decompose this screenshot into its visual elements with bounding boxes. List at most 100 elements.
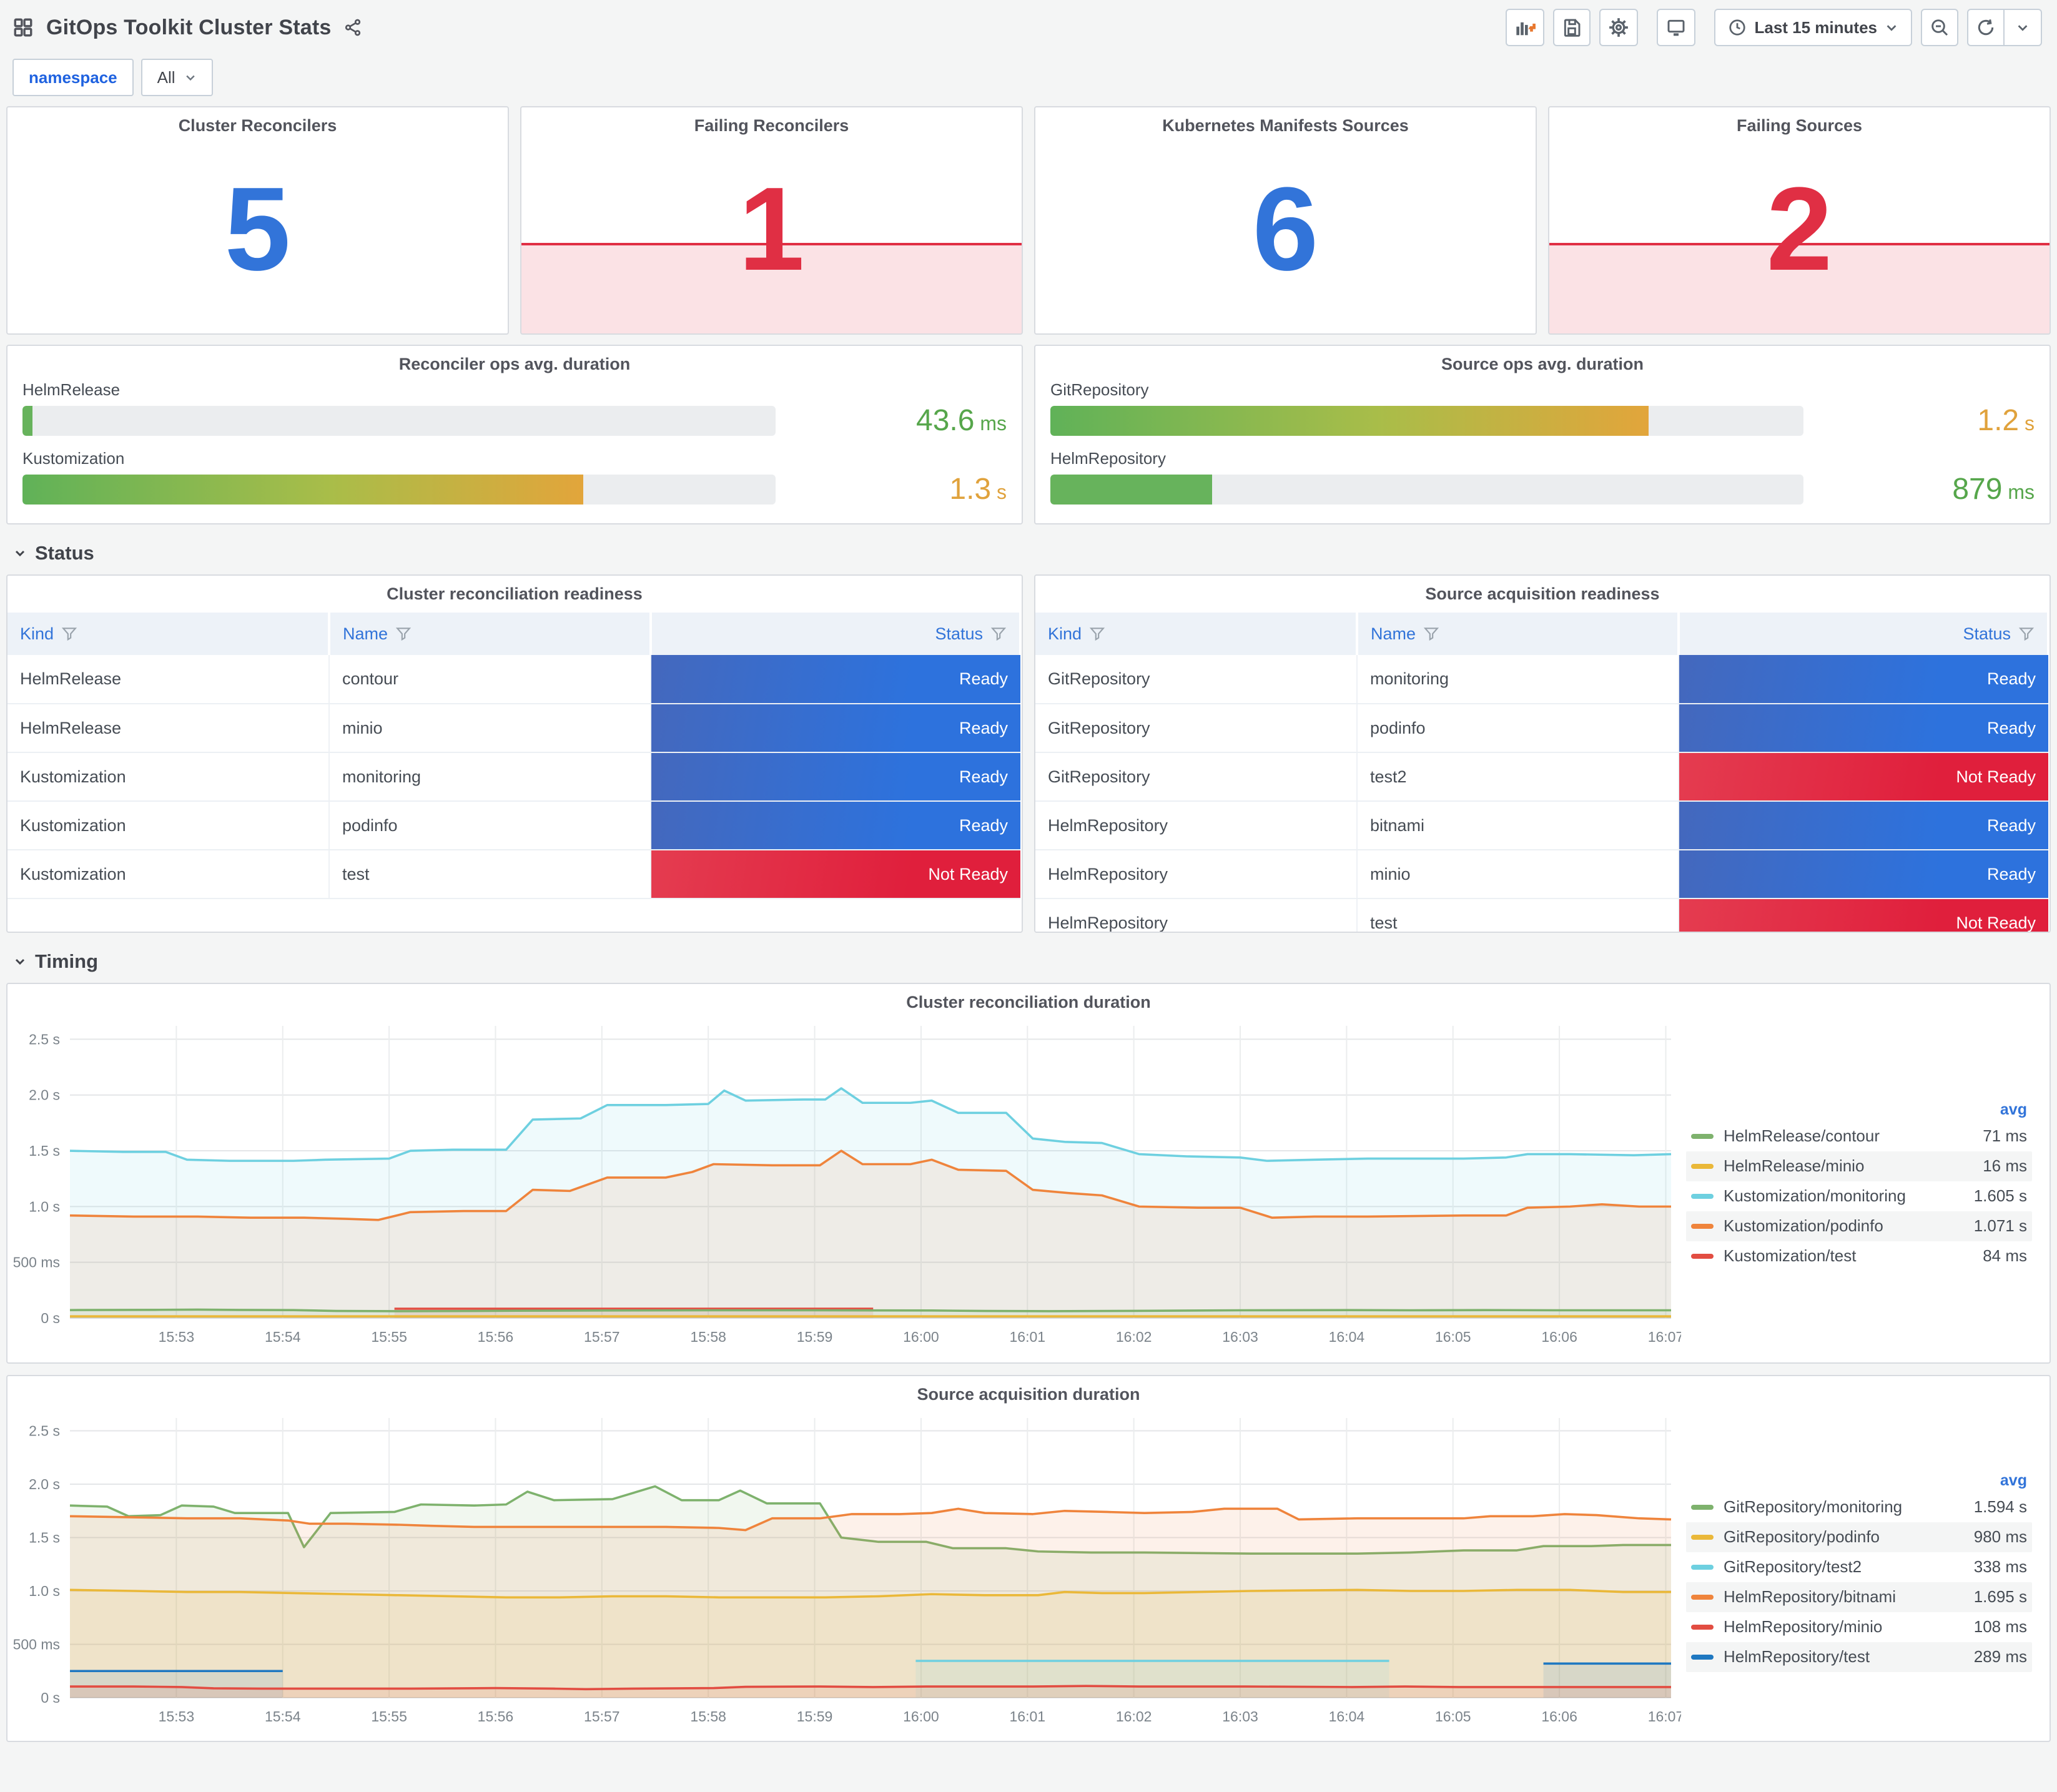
legend-swatch[interactable] bbox=[1691, 1223, 1714, 1229]
legend-swatch[interactable] bbox=[1691, 1163, 1714, 1169]
table-panel-cluster-reconciliation-readiness[interactable]: Cluster reconciliation readiness Kind Nam… bbox=[6, 574, 1023, 933]
dashboard-settings-button[interactable] bbox=[1599, 9, 1639, 46]
legend-series-label[interactable]: GitRepository/podinfo bbox=[1724, 1527, 1880, 1546]
row-toggle-timing[interactable]: Timing bbox=[0, 933, 2057, 983]
time-series-plot[interactable]: 0 s 500 ms 1.0 s 1.5 s 2.0 s 2.5 s 15:53 15:54 1… bbox=[7, 1016, 1681, 1353]
add-panel-button[interactable] bbox=[1506, 9, 1545, 46]
cell-name: test bbox=[1356, 898, 1679, 932]
magnifier-minus-icon bbox=[1930, 17, 1950, 37]
legend-swatch[interactable] bbox=[1691, 1534, 1714, 1540]
x-axis-tick: 16:06 bbox=[1541, 1708, 1577, 1725]
column-header-name[interactable]: Name bbox=[1356, 613, 1680, 655]
panel-title: Failing Reconcilers bbox=[694, 116, 849, 135]
x-axis-tick: 15:57 bbox=[584, 1708, 620, 1725]
legend-item[interactable]: Kustomization/test 84 ms bbox=[1686, 1241, 2032, 1271]
legend-item[interactable]: HelmRelease/contour 71 ms bbox=[1686, 1121, 2032, 1151]
legend-item[interactable]: GitRepository/test2 338 ms bbox=[1686, 1552, 2032, 1582]
legend-item[interactable]: HelmRepository/test 289 ms bbox=[1686, 1642, 2032, 1672]
column-header-status[interactable]: Status bbox=[1678, 613, 2050, 655]
legend-series-label[interactable]: Kustomization/test bbox=[1724, 1246, 1857, 1265]
variable-namespace-value: All bbox=[157, 67, 175, 87]
legend-series-label[interactable]: HelmRepository/minio bbox=[1724, 1617, 1883, 1636]
cell-name: bitnami bbox=[1356, 801, 1679, 850]
filter-icon[interactable] bbox=[395, 626, 412, 642]
filter-icon[interactable] bbox=[990, 626, 1007, 642]
gauge-fill bbox=[1050, 474, 1213, 505]
share-icon[interactable] bbox=[343, 18, 362, 37]
legend-series-label[interactable]: Kustomization/monitoring bbox=[1724, 1186, 1906, 1205]
legend-item[interactable]: Kustomization/monitoring 1.605 s bbox=[1686, 1181, 2032, 1211]
legend-avg-header[interactable]: avg bbox=[2000, 1471, 2027, 1489]
legend-item[interactable]: Kustomization/podinfo 1.071 s bbox=[1686, 1211, 2032, 1241]
legend-swatch[interactable] bbox=[1691, 1564, 1714, 1570]
legend-avg-value: 1.605 s bbox=[1973, 1186, 2027, 1205]
variable-namespace-label[interactable]: namespace bbox=[12, 59, 134, 96]
legend-series-label[interactable]: GitRepository/test2 bbox=[1724, 1557, 1862, 1576]
column-header-kind[interactable]: Kind bbox=[7, 613, 330, 655]
status-badge: Ready bbox=[1679, 655, 2048, 703]
table-panel-source-acquisition-readiness[interactable]: Source acquisition readiness Kind Name Sta… bbox=[1034, 574, 2051, 933]
legend-item[interactable]: HelmRepository/minio 108 ms bbox=[1686, 1612, 2032, 1642]
cycle-view-mode-button[interactable] bbox=[1657, 9, 1696, 46]
legend-avg-header[interactable]: avg bbox=[2000, 1100, 2027, 1118]
column-header-name[interactable]: Name bbox=[328, 613, 652, 655]
legend-series-label[interactable]: GitRepository/monitoring bbox=[1724, 1497, 1903, 1516]
time-series-plot[interactable]: 0 s 500 ms 1.0 s 1.5 s 2.0 s 2.5 s 15:53 15:54 1… bbox=[7, 1408, 1681, 1733]
status-badge: Ready bbox=[1679, 704, 2048, 752]
gauge-track bbox=[22, 405, 776, 436]
legend-swatch[interactable] bbox=[1691, 1624, 1714, 1630]
legend-swatch[interactable] bbox=[1691, 1253, 1714, 1259]
filter-icon[interactable] bbox=[2018, 626, 2035, 642]
legend-swatch[interactable] bbox=[1691, 1133, 1714, 1139]
legend-swatch[interactable] bbox=[1691, 1193, 1714, 1199]
chart-panel-cluster-reconciliation-duration[interactable]: Cluster reconciliation duration 0 s 500 m… bbox=[6, 983, 2051, 1364]
cell-status: Ready bbox=[1678, 704, 2048, 753]
legend-item[interactable]: HelmRepository/bitnami 1.695 s bbox=[1686, 1582, 2032, 1612]
legend-series-label[interactable]: HelmRelease/contour bbox=[1724, 1126, 1880, 1145]
variable-namespace-value-dropdown[interactable]: All bbox=[141, 59, 213, 96]
time-range-picker[interactable]: Last 15 minutes bbox=[1714, 9, 1912, 46]
dashboard-header: GitOps Toolkit Cluster Stats bbox=[0, 0, 2057, 51]
cell-name: podinfo bbox=[1356, 704, 1679, 753]
legend-series-label[interactable]: HelmRepository/test bbox=[1724, 1647, 1870, 1666]
column-header-kind[interactable]: Kind bbox=[1035, 613, 1358, 655]
zoom-out-time-button[interactable] bbox=[1921, 9, 1958, 46]
series-line bbox=[69, 1485, 1671, 1555]
legend-item[interactable]: GitRepository/podinfo 980 ms bbox=[1686, 1522, 2032, 1552]
legend-swatch[interactable] bbox=[1691, 1504, 1714, 1510]
column-header-status[interactable]: Status bbox=[650, 613, 1022, 655]
column-header-label: Kind bbox=[20, 624, 54, 643]
status-badge: Not Ready bbox=[1679, 899, 2048, 932]
filter-icon[interactable] bbox=[61, 626, 77, 642]
legend-item[interactable]: GitRepository/monitoring 1.594 s bbox=[1686, 1492, 2032, 1522]
series-line bbox=[69, 1087, 1672, 1162]
stat-panel-cluster-reconcilers[interactable]: Cluster Reconcilers 5 bbox=[6, 106, 509, 335]
legend-series-label[interactable]: HelmRelease/minio bbox=[1724, 1156, 1865, 1175]
cell-name: monitoring bbox=[1356, 655, 1679, 704]
legend-item[interactable]: HelmRelease/minio 16 ms bbox=[1686, 1151, 2032, 1181]
row-toggle-status[interactable]: Status bbox=[0, 524, 2057, 574]
legend-swatch[interactable] bbox=[1691, 1654, 1714, 1660]
stat-panel-failing-reconcilers[interactable]: Failing Reconcilers 1 bbox=[520, 106, 1023, 335]
table-row: GitRepository test2 Not Ready bbox=[1035, 752, 2048, 802]
refresh-button[interactable] bbox=[1967, 9, 2005, 46]
legend-swatch[interactable] bbox=[1691, 1594, 1714, 1600]
filter-icon[interactable] bbox=[1089, 626, 1105, 642]
save-dashboard-button[interactable] bbox=[1553, 9, 1591, 46]
panel-title: Source acquisition duration bbox=[917, 1385, 1140, 1404]
table-row: Kustomization monitoring Ready bbox=[7, 752, 1020, 802]
legend-avg-value: 338 ms bbox=[1973, 1557, 2027, 1576]
page-title[interactable]: GitOps Toolkit Cluster Stats bbox=[46, 15, 332, 39]
apps-grid-icon[interactable] bbox=[12, 17, 34, 38]
cell-kind: Kustomization bbox=[7, 752, 330, 802]
legend-series-label[interactable]: HelmRepository/bitnami bbox=[1724, 1587, 1896, 1606]
gauge-panel-source-ops[interactable]: Source ops avg. duration GitRepository 1… bbox=[1034, 345, 2051, 524]
stat-panel-kubernetes-manifests-sources[interactable]: Kubernetes Manifests Sources 6 bbox=[1034, 106, 1537, 335]
x-axis-tick: 16:00 bbox=[903, 1329, 939, 1345]
chart-panel-source-acquisition-duration[interactable]: Source acquisition duration 0 s 500 ms 1.0… bbox=[6, 1375, 2051, 1742]
legend-series-label[interactable]: Kustomization/podinfo bbox=[1724, 1216, 1883, 1235]
filter-icon[interactable] bbox=[1423, 626, 1439, 642]
refresh-interval-dropdown[interactable] bbox=[2005, 9, 2042, 46]
gauge-panel-reconciler-ops[interactable]: Reconciler ops avg. duration HelmRelease… bbox=[6, 345, 1023, 524]
stat-panel-failing-sources[interactable]: Failing Sources 2 bbox=[1548, 106, 2051, 335]
